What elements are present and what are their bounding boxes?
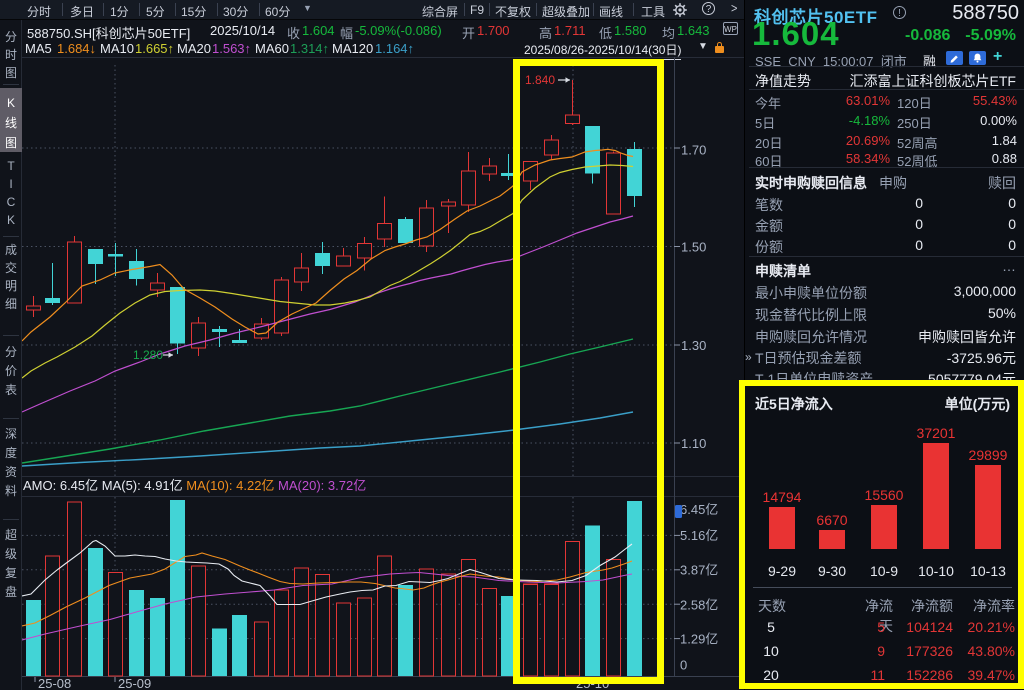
svg-text:1.29亿: 1.29亿	[680, 632, 718, 647]
svg-text:2.58亿: 2.58亿	[680, 597, 718, 612]
svg-text:1.280: 1.280	[133, 348, 163, 362]
svg-text:1.10: 1.10	[681, 436, 706, 451]
svg-text:1.30: 1.30	[681, 338, 706, 353]
svg-text:1.50: 1.50	[681, 240, 706, 255]
svg-text:3.87亿: 3.87亿	[680, 562, 718, 577]
svg-text:0: 0	[680, 658, 687, 673]
svg-text:6.45亿: 6.45亿	[680, 502, 718, 517]
svg-text:5.16亿: 5.16亿	[680, 528, 718, 543]
svg-text:25-09: 25-09	[118, 676, 151, 690]
svg-text:AMO: 6.45亿 MA(5): 4.91亿 MA(10): AMO: 6.45亿 MA(5): 4.91亿 MA(10): 4.22亿 MA…	[23, 478, 366, 493]
svg-text:25-08: 25-08	[38, 676, 71, 690]
svg-text:1.70: 1.70	[681, 143, 706, 158]
svg-text:1.840: 1.840	[525, 73, 555, 87]
